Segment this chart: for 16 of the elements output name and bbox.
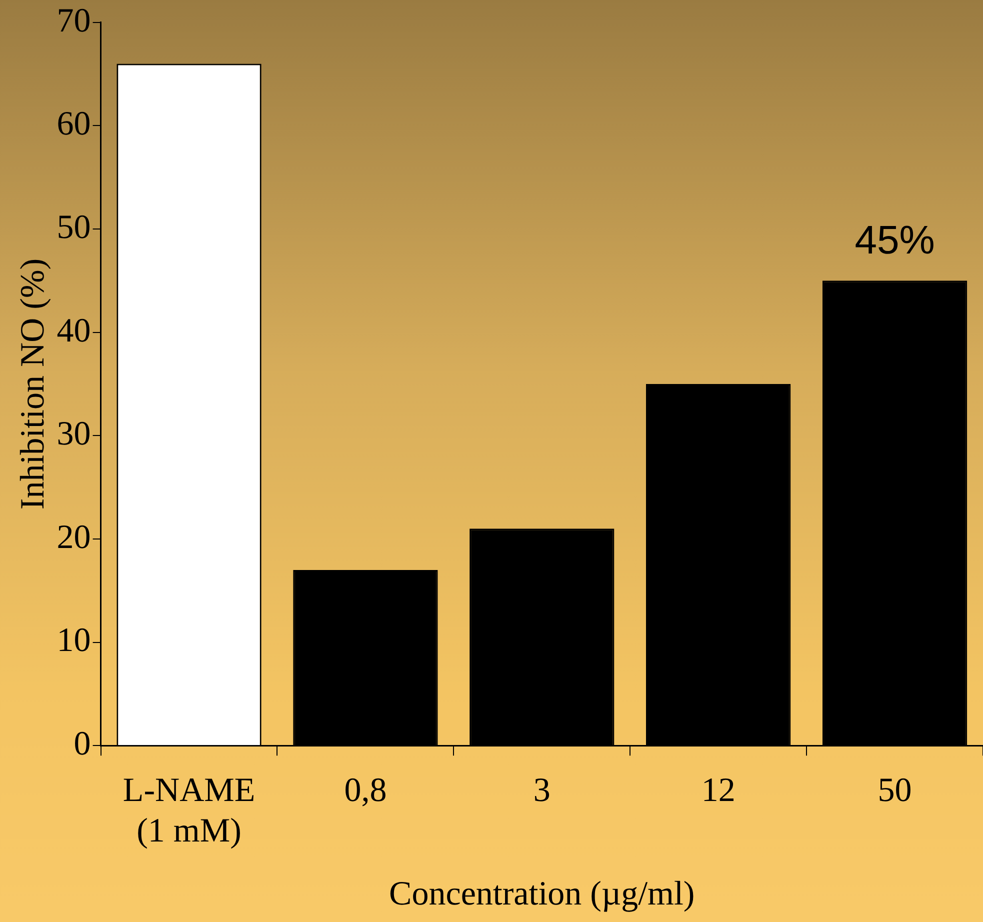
x-tick-label: 3 [533,772,550,809]
x-axis-title: Concentration (µg/ml) [389,876,695,913]
x-tick-label: 50 [878,772,912,809]
y-tick-label: 70 [56,2,91,40]
data-label: 45% [854,218,935,263]
y-tick-label: 0 [74,726,91,763]
y-tick-label: 40 [56,312,91,350]
y-tick-label: 10 [56,622,91,660]
y-tick-label: 30 [56,416,91,453]
y-tick-label: 60 [56,106,91,143]
y-axis-title: Inhibition NO (%) [14,258,52,510]
x-tick-label: 0,8 [344,772,387,809]
y-tick-label: 50 [56,208,91,246]
y-tick-label: 20 [56,518,91,556]
x-tick-label: 12 [701,772,736,809]
x-tick-label: L-NAME (1 mM) [122,772,256,850]
